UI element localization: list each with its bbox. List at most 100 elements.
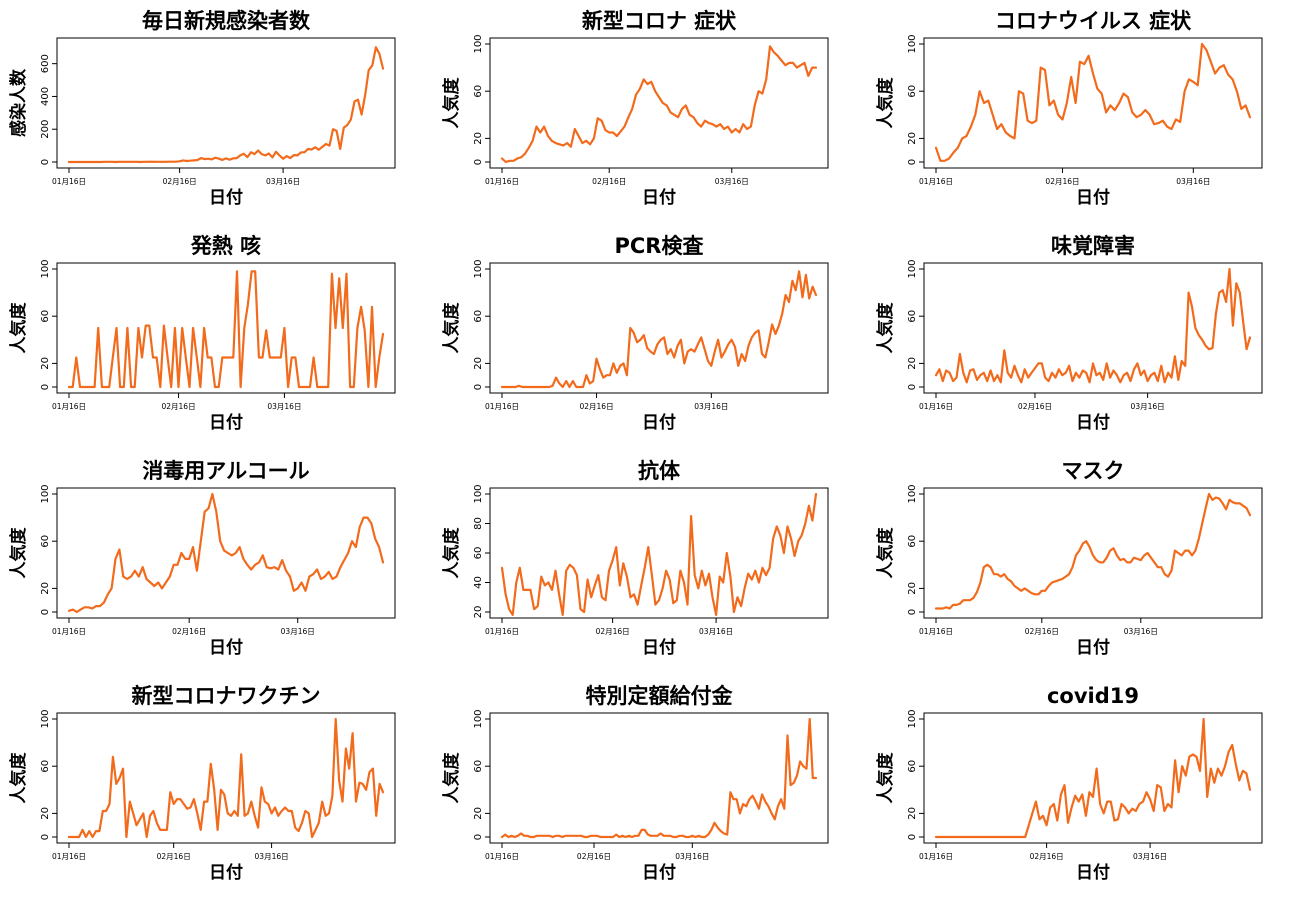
y-tick-label: 20 <box>473 357 484 370</box>
x-tick-label: 02月16日 <box>577 852 611 861</box>
series-line <box>934 492 1252 610</box>
x-axis-label: 日付 <box>209 862 243 883</box>
series-line <box>67 717 385 839</box>
chart-panel-5: PCR検査 0 20 60 100 01月16日 02月16日 03月16日 日付 人気度 <box>433 225 866 450</box>
plot-frame <box>489 37 829 169</box>
y-tick-label: 60 <box>40 535 51 548</box>
y-axis-label: 人気度 <box>441 302 462 354</box>
y-tick-label: 0 <box>473 384 484 390</box>
y-tick-label: 60 <box>473 310 484 323</box>
x-axis-label: 日付 <box>1076 412 1110 433</box>
chart-panel-12: covid19 0 20 60 100 01月16日 02月16日 03月16日 日付 人気度 <box>867 675 1300 900</box>
y-tick-label: 20 <box>40 357 51 370</box>
y-tick-label: 20 <box>473 606 484 619</box>
series-line <box>934 267 1252 384</box>
y-tick-label: 100 <box>40 484 51 503</box>
x-tick-label: 01月16日 <box>52 627 86 636</box>
y-tick-label: 20 <box>907 132 918 145</box>
x-tick-label: 02月16日 <box>161 402 195 411</box>
x-tick-label: 01月16日 <box>52 402 86 411</box>
chart-panel-8: 抗体 20 40 60 80 100 01月16日 02月16日 03月16日 日付 人気度 <box>433 450 866 675</box>
x-tick-label: 02月16日 <box>1030 852 1064 861</box>
x-axis-label: 日付 <box>1076 862 1110 883</box>
y-tick-label: 0 <box>907 384 918 390</box>
x-tick-label: 03月16日 <box>281 627 315 636</box>
y-tick-label: 20 <box>473 132 484 145</box>
chart-panel-6: 味覚障害 0 20 60 100 01月16日 02月16日 03月16日 日付 人気度 <box>867 225 1300 450</box>
x-axis-label: 日付 <box>642 862 676 883</box>
x-axis-label: 日付 <box>642 637 676 658</box>
y-tick-label: 60 <box>907 535 918 548</box>
y-axis-label: 人気度 <box>441 77 462 129</box>
y-tick-label: 100 <box>40 259 51 278</box>
y-tick-label: 100 <box>907 484 918 503</box>
x-tick-label: 02月16日 <box>596 627 630 636</box>
x-tick-label: 03月16日 <box>1131 402 1165 411</box>
x-tick-label: 02月16日 <box>1025 627 1059 636</box>
x-tick-label: 01月16日 <box>919 177 953 186</box>
y-tick-label: 100 <box>907 709 918 728</box>
x-tick-label: 02月16日 <box>157 852 191 861</box>
y-tick-label: 20 <box>40 807 51 820</box>
plot-frame <box>56 712 396 844</box>
x-tick-label: 03月16日 <box>255 852 289 861</box>
series-line <box>500 717 818 839</box>
chart-title: コロナウイルス 症状 <box>995 9 1192 33</box>
x-tick-label: 03月16日 <box>1124 627 1158 636</box>
x-tick-label: 01月16日 <box>485 177 519 186</box>
x-axis-label: 日付 <box>1076 637 1110 658</box>
chart-title: 特別定額給付金 <box>586 684 734 708</box>
plot-frame <box>923 487 1263 619</box>
x-tick-label: 02月16日 <box>579 402 613 411</box>
chart-title: 味覚障害 <box>1051 234 1135 258</box>
y-tick-label: 0 <box>907 609 918 615</box>
x-axis-label: 日付 <box>209 187 243 208</box>
x-tick-label: 03月16日 <box>699 627 733 636</box>
y-axis-label: 人気度 <box>875 302 896 354</box>
y-axis-label: 人気度 <box>8 752 29 804</box>
y-tick-label: 100 <box>907 34 918 53</box>
chart-panel-11: 特別定額給付金 0 20 60 100 01月16日 02月16日 03月16日 日付 人気度 <box>433 675 866 900</box>
x-tick-label: 01月16日 <box>485 402 519 411</box>
y-tick-label: 60 <box>473 760 484 773</box>
y-axis-label: 人気度 <box>441 527 462 579</box>
y-tick-label: 20 <box>907 807 918 820</box>
y-tick-label: 20 <box>907 582 918 595</box>
x-tick-label: 03月16日 <box>267 402 301 411</box>
chart-title: PCR検査 <box>615 234 704 258</box>
y-axis-label: 人気度 <box>875 527 896 579</box>
x-axis-label: 日付 <box>1076 187 1110 208</box>
chart-title: 抗体 <box>638 459 681 483</box>
y-tick-label: 100 <box>907 259 918 278</box>
y-tick-label: 60 <box>40 760 51 773</box>
y-axis-label: 感染人数 <box>8 68 29 137</box>
y-tick-label: 60 <box>473 547 484 560</box>
x-tick-label: 02月16日 <box>592 177 626 186</box>
x-tick-label: 02月16日 <box>163 177 197 186</box>
y-axis-label: 人気度 <box>8 302 29 354</box>
chart-panel-10: 新型コロナワクチン 0 20 60 100 01月16日 02月16日 03月16日 日付 人気度 <box>0 675 433 900</box>
series-line <box>67 46 385 164</box>
chart-panel-4: 発熱 咳 0 20 60 100 01月16日 02月16日 03月16日 日付 人気度 <box>0 225 433 450</box>
y-tick-label: 0 <box>40 609 51 615</box>
series-line <box>934 717 1252 839</box>
y-tick-label: 0 <box>473 834 484 840</box>
y-axis-label: 人気度 <box>875 77 896 129</box>
x-tick-label: 03月16日 <box>715 177 749 186</box>
y-axis-label: 人気度 <box>441 752 462 804</box>
x-tick-label: 01月16日 <box>919 627 953 636</box>
y-tick-label: 100 <box>473 484 484 503</box>
y-axis-label: 人気度 <box>875 752 896 804</box>
y-tick-label: 20 <box>907 357 918 370</box>
plot-frame <box>56 487 396 619</box>
series-line <box>67 270 385 389</box>
x-axis-label: 日付 <box>209 637 243 658</box>
y-tick-label: 100 <box>40 709 51 728</box>
